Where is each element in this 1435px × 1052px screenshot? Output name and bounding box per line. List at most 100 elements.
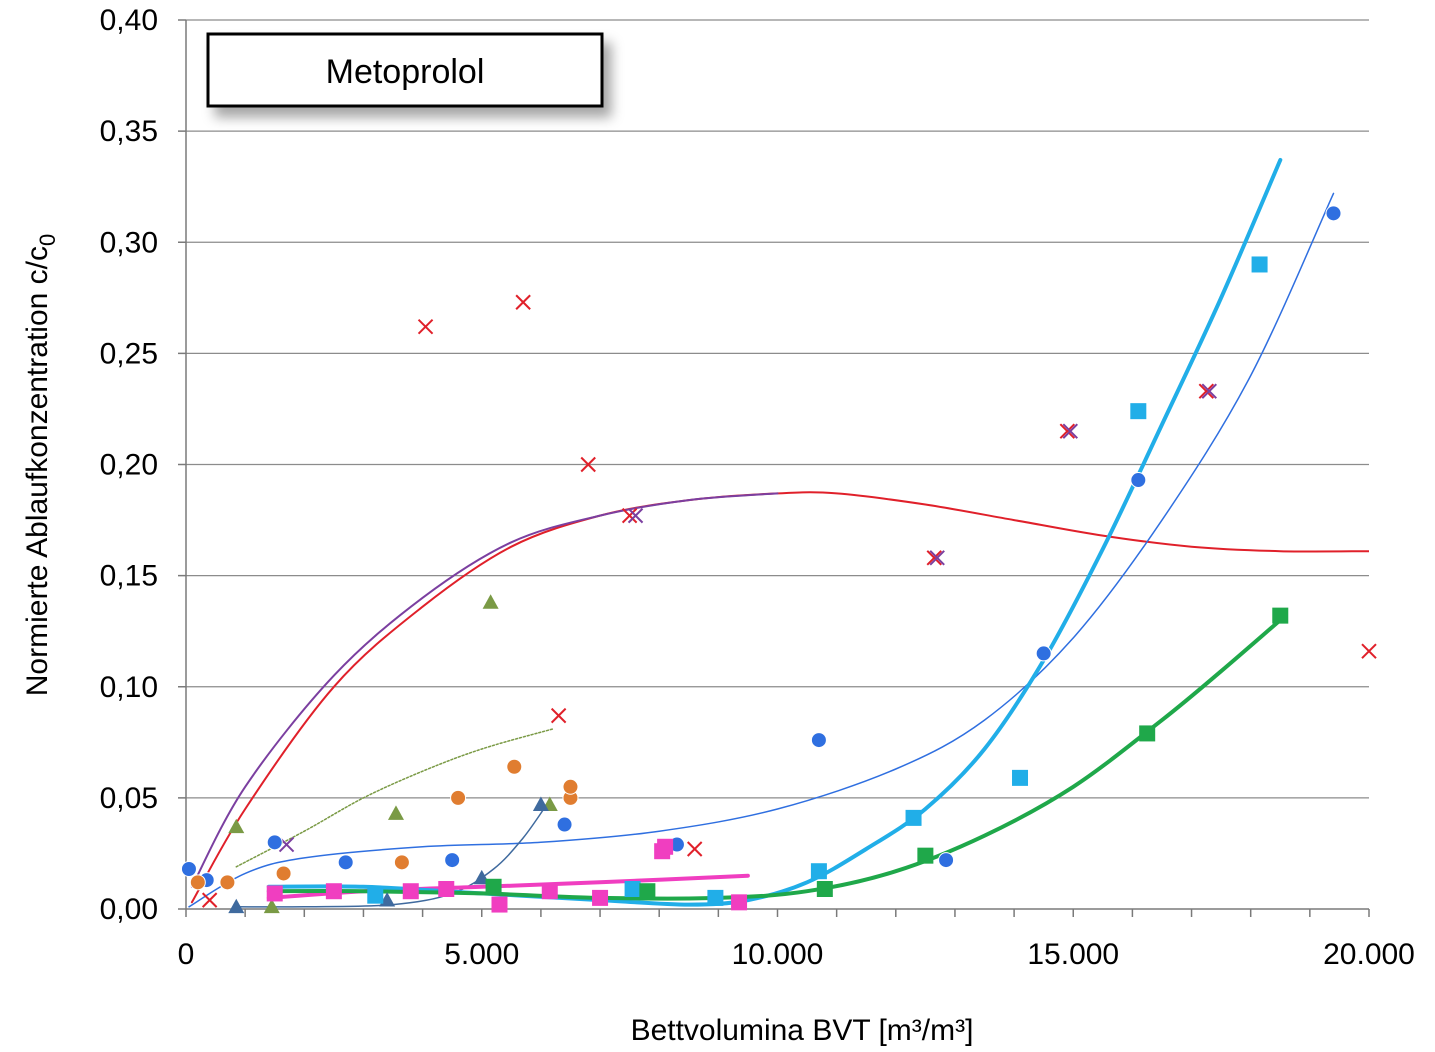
data-point-series-8	[816, 880, 833, 897]
y-tick-labels: 0,00 0,05 0,10 0,15 0,20 0,25 0,30 0,35 0,40	[100, 4, 158, 926]
x-axis-title: Bettvolumina BVT [m³/m³]	[631, 1014, 974, 1047]
y-tick-label: 0,35	[100, 115, 158, 148]
trend-line-series-8	[266, 618, 1283, 901]
data-point-series-7	[1251, 256, 1268, 273]
y-tick-label: 0,05	[100, 782, 158, 815]
data-point-series-0	[550, 707, 567, 724]
data-point-series-6	[438, 880, 455, 897]
data-point-series-7	[1130, 403, 1147, 420]
trend-lines	[188, 158, 1369, 908]
data-point-series-0	[686, 841, 703, 857]
marker-stroke	[1062, 423, 1078, 439]
data-points	[180, 205, 1377, 914]
x-tick-labels: 0 5.000 10.000 15.000 20.000	[178, 938, 1415, 971]
data-point-series-1	[1062, 423, 1078, 439]
data-point-series-1	[929, 550, 945, 566]
legend-box: Metoprolol	[206, 32, 604, 108]
x-tick-label: 15.000	[1027, 938, 1119, 971]
data-point-series-0	[1198, 383, 1215, 399]
marker-stroke	[926, 550, 942, 566]
axes	[178, 19, 1370, 917]
data-point-series-3	[393, 854, 410, 871]
x-tick-label: 10.000	[732, 938, 824, 971]
data-point-series-7	[624, 880, 641, 897]
data-point-series-8	[639, 883, 656, 900]
marker-stroke	[417, 318, 434, 335]
data-point-series-3	[275, 865, 292, 882]
data-point-series-1	[627, 507, 644, 524]
data-point-series-5	[532, 796, 549, 811]
y-tick-label: 0,25	[100, 337, 158, 370]
data-point-series-7	[1012, 769, 1029, 786]
y-tick-label: 0,10	[100, 671, 158, 704]
data-point-series-3	[506, 758, 523, 775]
x-tick-label: 5.000	[444, 938, 519, 971]
trend-line-series-4	[235, 728, 554, 868]
marker-stroke	[515, 294, 531, 310]
marker-stroke	[580, 456, 596, 473]
y-tick-label: 0,20	[100, 449, 158, 482]
marker-stroke	[1201, 383, 1218, 399]
data-point-series-2	[1035, 645, 1052, 662]
x-tick-label: 20.000	[1323, 938, 1415, 971]
data-point-series-0	[621, 507, 638, 524]
marker-stroke	[1361, 643, 1377, 659]
y-axis-title-subscript: 0	[35, 234, 60, 246]
y-axis-title-main: Normierte Ablaufkonzentration c/c	[21, 246, 54, 696]
data-point-series-8	[485, 878, 502, 895]
data-point-series-6	[731, 894, 748, 911]
data-point-series-0	[1059, 423, 1076, 439]
data-point-series-8	[1272, 607, 1289, 624]
data-point-series-6	[657, 838, 674, 855]
data-point-series-0	[201, 892, 218, 908]
y-tick-label: 0,00	[100, 893, 158, 926]
data-point-series-7	[810, 863, 827, 880]
data-point-series-7	[367, 887, 384, 904]
trend-line-series-1	[190, 492, 779, 888]
y-tick-label: 0,30	[100, 226, 158, 259]
data-point-series-6	[402, 883, 419, 900]
data-point-series-8	[917, 847, 934, 864]
marker-stroke	[278, 836, 295, 853]
data-point-series-3	[562, 778, 579, 795]
chart-title: Metoprolol	[326, 53, 485, 91]
trend-line-series-7	[266, 158, 1283, 907]
data-point-series-5	[228, 898, 245, 914]
data-point-series-2	[266, 834, 283, 851]
grid-lines	[186, 19, 1369, 799]
marker-stroke	[550, 707, 567, 724]
data-point-series-7	[707, 889, 724, 906]
data-point-series-4	[387, 805, 404, 820]
data-point-series-6	[592, 889, 609, 906]
data-point-series-2	[444, 852, 461, 869]
data-point-series-4	[263, 898, 280, 914]
y-axis-title: Normierte Ablaufkonzentration c/c0	[21, 234, 60, 696]
data-point-series-7	[905, 809, 922, 826]
data-point-series-2	[337, 854, 354, 871]
data-point-series-6	[541, 883, 558, 900]
data-point-series-2	[1130, 472, 1147, 489]
data-point-series-1	[1201, 383, 1218, 399]
y-tick-label: 0,40	[100, 4, 158, 37]
data-point-series-6	[325, 883, 342, 900]
data-point-series-0	[1361, 643, 1377, 659]
marker-stroke	[929, 550, 945, 566]
marker-stroke	[1059, 423, 1076, 439]
data-point-series-6	[266, 885, 283, 902]
y-tick-label: 0,15	[100, 560, 158, 593]
data-point-series-2	[938, 852, 955, 869]
marker-stroke	[1198, 383, 1215, 399]
marker-stroke	[627, 507, 644, 524]
data-point-series-3	[219, 874, 236, 891]
trend-line-series-2	[188, 192, 1335, 908]
marker-stroke	[621, 507, 638, 524]
data-point-series-4	[228, 818, 245, 834]
data-point-series-3	[189, 874, 206, 891]
marker-stroke	[201, 892, 218, 908]
data-point-series-3	[450, 789, 467, 806]
data-point-series-0	[515, 294, 531, 310]
marker-stroke	[686, 841, 703, 857]
data-point-series-0	[417, 318, 434, 335]
data-point-series-2	[556, 816, 573, 833]
